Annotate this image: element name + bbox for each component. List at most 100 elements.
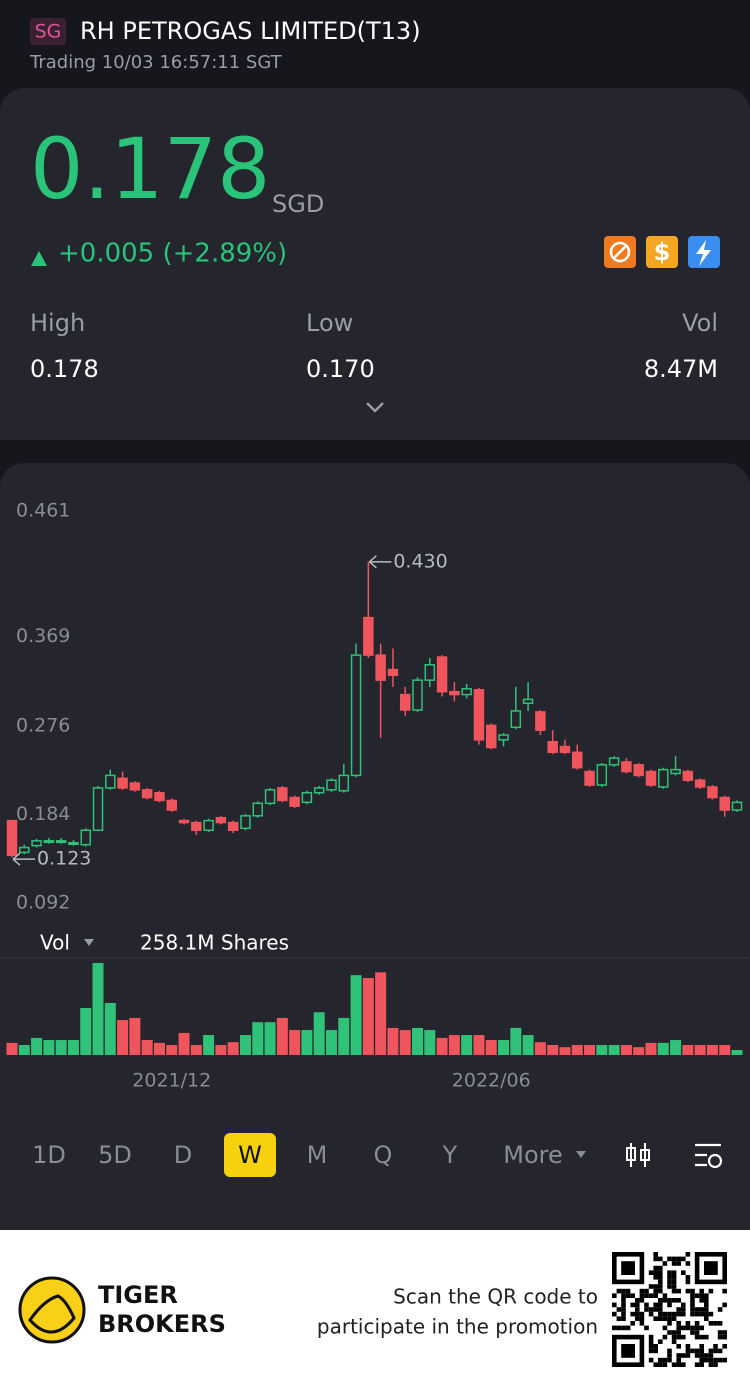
qr-cell — [708, 1288, 714, 1294]
qr-cell — [653, 1284, 658, 1289]
qr-cell — [625, 1288, 631, 1294]
qr-cell — [699, 1353, 704, 1358]
candle-body — [141, 789, 153, 799]
qr-cell — [722, 1288, 727, 1294]
volume-bar — [43, 1040, 55, 1055]
qr-cell — [717, 1321, 723, 1326]
settings-icon[interactable] — [695, 1143, 721, 1167]
qr-cell — [699, 1298, 704, 1303]
settings-icon[interactable] — [707, 1153, 723, 1169]
qr-cell — [690, 1311, 695, 1317]
volume-bar — [584, 1045, 596, 1055]
qr-cell — [635, 1302, 640, 1308]
candle-body — [719, 796, 730, 811]
candle-body — [117, 777, 128, 789]
qr-cell — [621, 1316, 626, 1321]
qr-cell — [625, 1325, 631, 1331]
candle-body — [31, 840, 42, 847]
qr-cell — [648, 1348, 654, 1354]
qr-cell — [690, 1307, 695, 1312]
qr-cell — [635, 1311, 640, 1317]
candle-body — [572, 751, 583, 769]
qr-cell — [722, 1330, 727, 1335]
qr-cell — [658, 1284, 663, 1289]
volume-bar — [338, 1017, 350, 1055]
stat-value: 0.170 — [306, 355, 375, 383]
candle-body — [264, 789, 276, 805]
volume-bar — [448, 1035, 460, 1055]
qr-cell — [681, 1302, 686, 1308]
candle-body — [559, 745, 571, 754]
volume-bar — [510, 1027, 522, 1055]
tab-active[interactable] — [224, 1133, 276, 1177]
tab[interactable]: D — [174, 1141, 192, 1169]
qr-cell — [722, 1334, 727, 1340]
qr-cell — [625, 1293, 631, 1298]
candle-body — [621, 761, 632, 773]
chart-type-icon[interactable] — [626, 1143, 650, 1167]
volume-bar — [190, 1045, 202, 1055]
y-tick-label: 0.276 — [16, 714, 70, 736]
qr-cell — [708, 1362, 714, 1367]
candle-body — [707, 786, 718, 799]
qr-cell — [704, 1353, 709, 1358]
volume-bar — [153, 1042, 165, 1055]
x-tick-label: 2022/06 — [452, 1070, 531, 1092]
qr-cell — [671, 1270, 677, 1275]
volume-bar — [608, 1045, 620, 1055]
qr-cell — [653, 1270, 658, 1275]
logo-glyph — [28, 1294, 76, 1334]
tab[interactable]: Q — [374, 1141, 393, 1169]
qr-cell — [681, 1256, 686, 1262]
qr-cell — [676, 1256, 681, 1262]
qr-cell — [671, 1362, 677, 1367]
qr-cell — [699, 1344, 704, 1349]
candle-body — [227, 821, 239, 831]
qr-cell — [708, 1353, 714, 1358]
qr-cell — [653, 1307, 658, 1312]
qr-code — [612, 1252, 727, 1367]
qr-cell — [667, 1279, 672, 1285]
volume-bar — [375, 972, 387, 1055]
tab[interactable]: M — [307, 1141, 328, 1169]
tab[interactable]: More — [503, 1141, 563, 1169]
qr-cell — [658, 1339, 663, 1344]
qr-cell — [612, 1302, 617, 1308]
qr-cell — [704, 1307, 709, 1312]
exchange: SG — [35, 21, 62, 43]
candle-body — [375, 654, 386, 681]
qr-cell — [676, 1288, 681, 1294]
volume-bar — [252, 1022, 264, 1055]
qr-cell — [694, 1311, 700, 1317]
qr-cell — [699, 1307, 704, 1312]
dropdown-arrow[interactable] — [84, 939, 94, 946]
qr-cell — [658, 1316, 663, 1321]
qr-cell — [648, 1339, 654, 1344]
tab[interactable]: Y — [442, 1141, 458, 1169]
icon-glyph — [609, 241, 631, 263]
high-label: 0.430 — [393, 550, 447, 572]
volume-bar — [436, 1037, 448, 1055]
tab[interactable]: 1D — [32, 1141, 66, 1169]
qr-cell — [699, 1357, 704, 1363]
candle-body — [92, 787, 104, 831]
x-tick-label: 2021/12 — [132, 1070, 211, 1092]
tab[interactable]: W — [238, 1141, 262, 1169]
expand[interactable] — [366, 402, 384, 413]
qr-cell — [662, 1357, 668, 1363]
qr-cell — [699, 1311, 704, 1317]
qr-cell — [690, 1298, 695, 1303]
qr-cell — [708, 1357, 714, 1363]
candle-body — [105, 774, 116, 789]
qr-cell — [653, 1344, 658, 1349]
title: RH PETROGAS LIMITED(T13) — [80, 17, 421, 45]
candle-body — [670, 768, 681, 775]
tab[interactable]: 5D — [98, 1141, 132, 1169]
qr-cell — [717, 1357, 723, 1363]
icon — [646, 236, 678, 268]
qr-cell — [676, 1261, 681, 1266]
volume-bar — [289, 1030, 301, 1055]
volume-bar — [387, 1027, 399, 1055]
qr-cell — [694, 1330, 700, 1335]
qr-cell — [676, 1307, 681, 1312]
